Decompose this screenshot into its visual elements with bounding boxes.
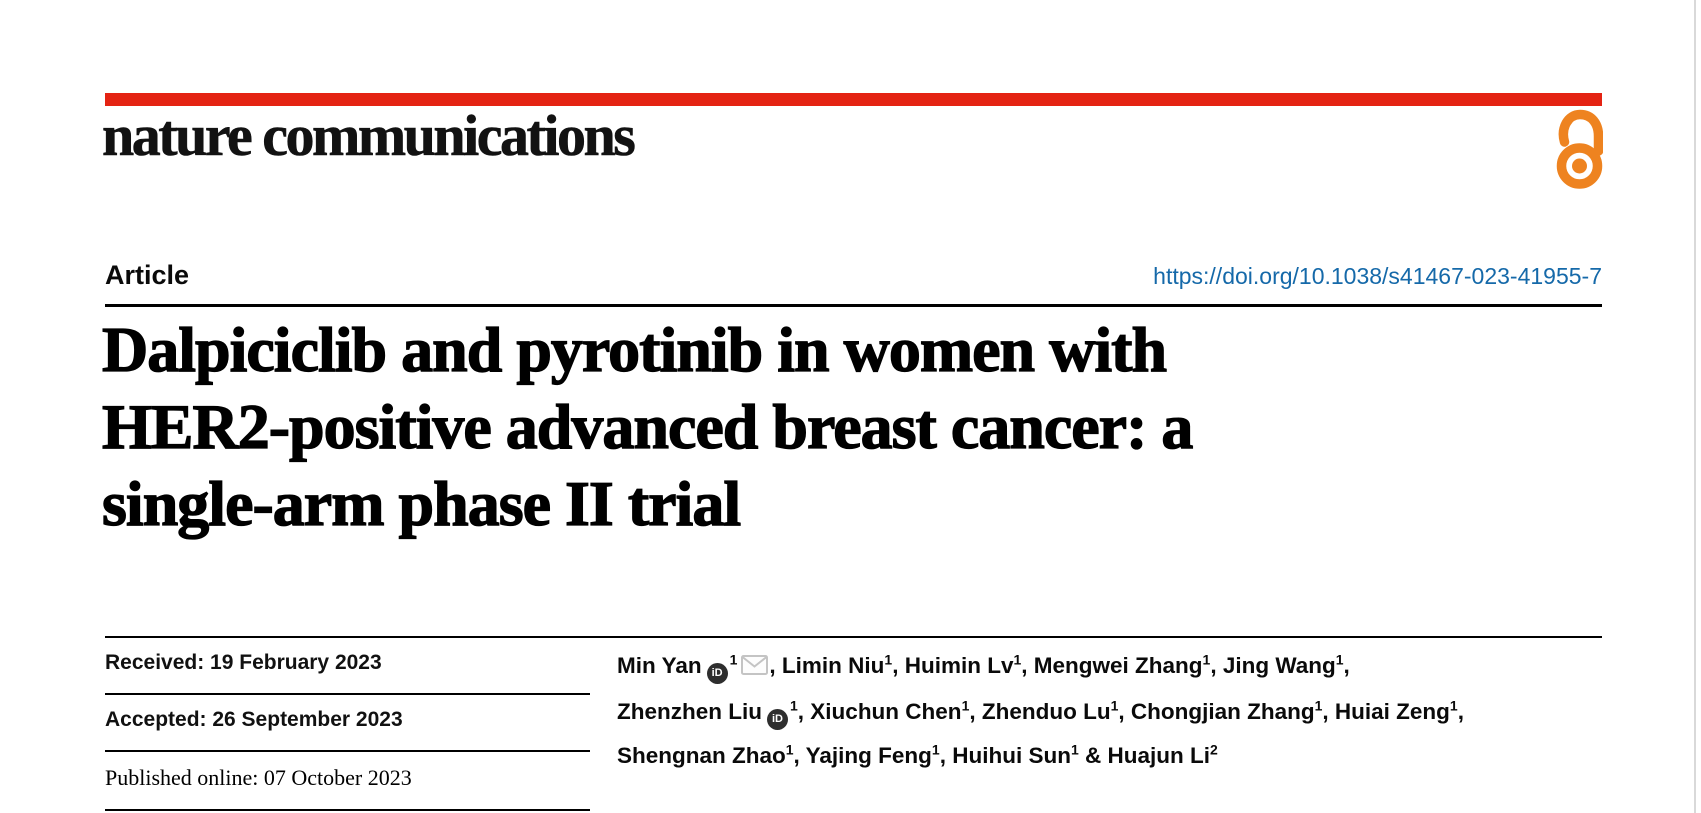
affiliation-superscript: 1: [884, 651, 893, 668]
affiliation-superscript: 1: [790, 697, 798, 714]
affiliation-superscript: 1: [1449, 697, 1458, 714]
affiliation-superscript: 1: [1013, 651, 1022, 668]
affiliation-superscript: 1: [931, 741, 940, 758]
author-line: Zhenzhen Liu iD1, Xiuchun Chen1, Zhenduo …: [617, 690, 1617, 734]
author-line: Min Yan iD1, Limin Niu1, Huimin Lv1, Meng…: [617, 644, 1617, 690]
dates-table: Received: 19 February 2023 Accepted: 26 …: [105, 638, 590, 811]
affiliation-superscript: 1: [785, 741, 794, 758]
accepted-date: Accepted: 26 September 2023: [105, 695, 590, 752]
article-meta-row: Article https://doi.org/10.1038/s41467-0…: [105, 260, 1602, 291]
affiliation-superscript: 1: [961, 697, 970, 714]
affiliation-superscript: 1: [1202, 651, 1211, 668]
author-line: Shengnan Zhao1, Yajing Feng1, Huihui Sun…: [617, 741, 1218, 769]
title-divider-rule: [105, 304, 1602, 307]
orcid-icon[interactable]: iD: [767, 708, 788, 730]
title-line: HER2-positive advanced breast cancer: a: [101, 390, 1194, 462]
author-list: Min Yan iD1, Limin Niu1, Huimin Lv1, Meng…: [617, 644, 1617, 778]
affiliation-superscript: 1: [729, 651, 738, 668]
article-type-label: Article: [105, 260, 190, 290]
journal-logo: nature communications: [102, 103, 636, 169]
orcid-icon[interactable]: iD: [706, 662, 728, 684]
title-line: single-arm phase II trial: [101, 467, 741, 539]
affiliation-superscript: 1: [1335, 651, 1344, 668]
article-title: Dalpiciclib and pyrotinib in women with …: [101, 311, 1522, 542]
affiliation-superscript: 2: [1210, 741, 1218, 758]
meta-top-rule: [105, 636, 1602, 638]
doi-link[interactable]: https://doi.org/10.1038/s41467-023-41955…: [1153, 263, 1602, 289]
title-line: Dalpiciclib and pyrotinib in women with: [101, 313, 1167, 385]
open-access-icon: [1556, 109, 1604, 194]
affiliation-superscript: 1: [1070, 741, 1079, 758]
affiliation-superscript: 1: [1110, 697, 1119, 714]
published-date: Published online: 07 October 2023: [105, 752, 590, 811]
affiliation-superscript: 1: [1314, 697, 1323, 714]
email-icon[interactable]: [741, 646, 769, 690]
masthead-red-bar: [105, 93, 1602, 106]
received-date: Received: 19 February 2023: [105, 638, 590, 695]
page-right-edge: [1694, 0, 1696, 813]
